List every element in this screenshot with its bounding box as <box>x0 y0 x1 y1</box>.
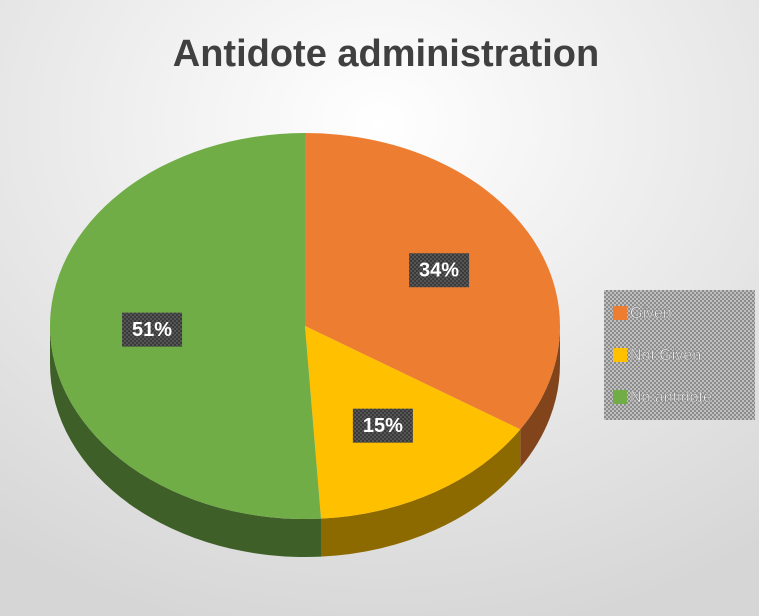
slice-side <box>520 326 560 468</box>
chart-title: Antidote administration <box>173 33 599 75</box>
legend-swatch <box>613 348 627 362</box>
slice-side <box>50 326 322 557</box>
legend-label: No antidote <box>630 389 712 406</box>
legend-swatch <box>613 306 627 320</box>
legend-box <box>604 290 755 420</box>
data-label: 34% <box>419 259 459 281</box>
pie-slice <box>49 133 322 519</box>
slice-side <box>321 429 521 557</box>
data-label: 51% <box>132 319 172 341</box>
legend-label: Given <box>630 305 672 322</box>
data-label-box <box>409 253 470 288</box>
data-label: 15% <box>363 415 403 437</box>
legend-swatch <box>613 390 627 404</box>
data-label-box <box>352 408 413 443</box>
legend-label: Not Given <box>630 347 701 364</box>
data-label-box <box>122 312 183 347</box>
